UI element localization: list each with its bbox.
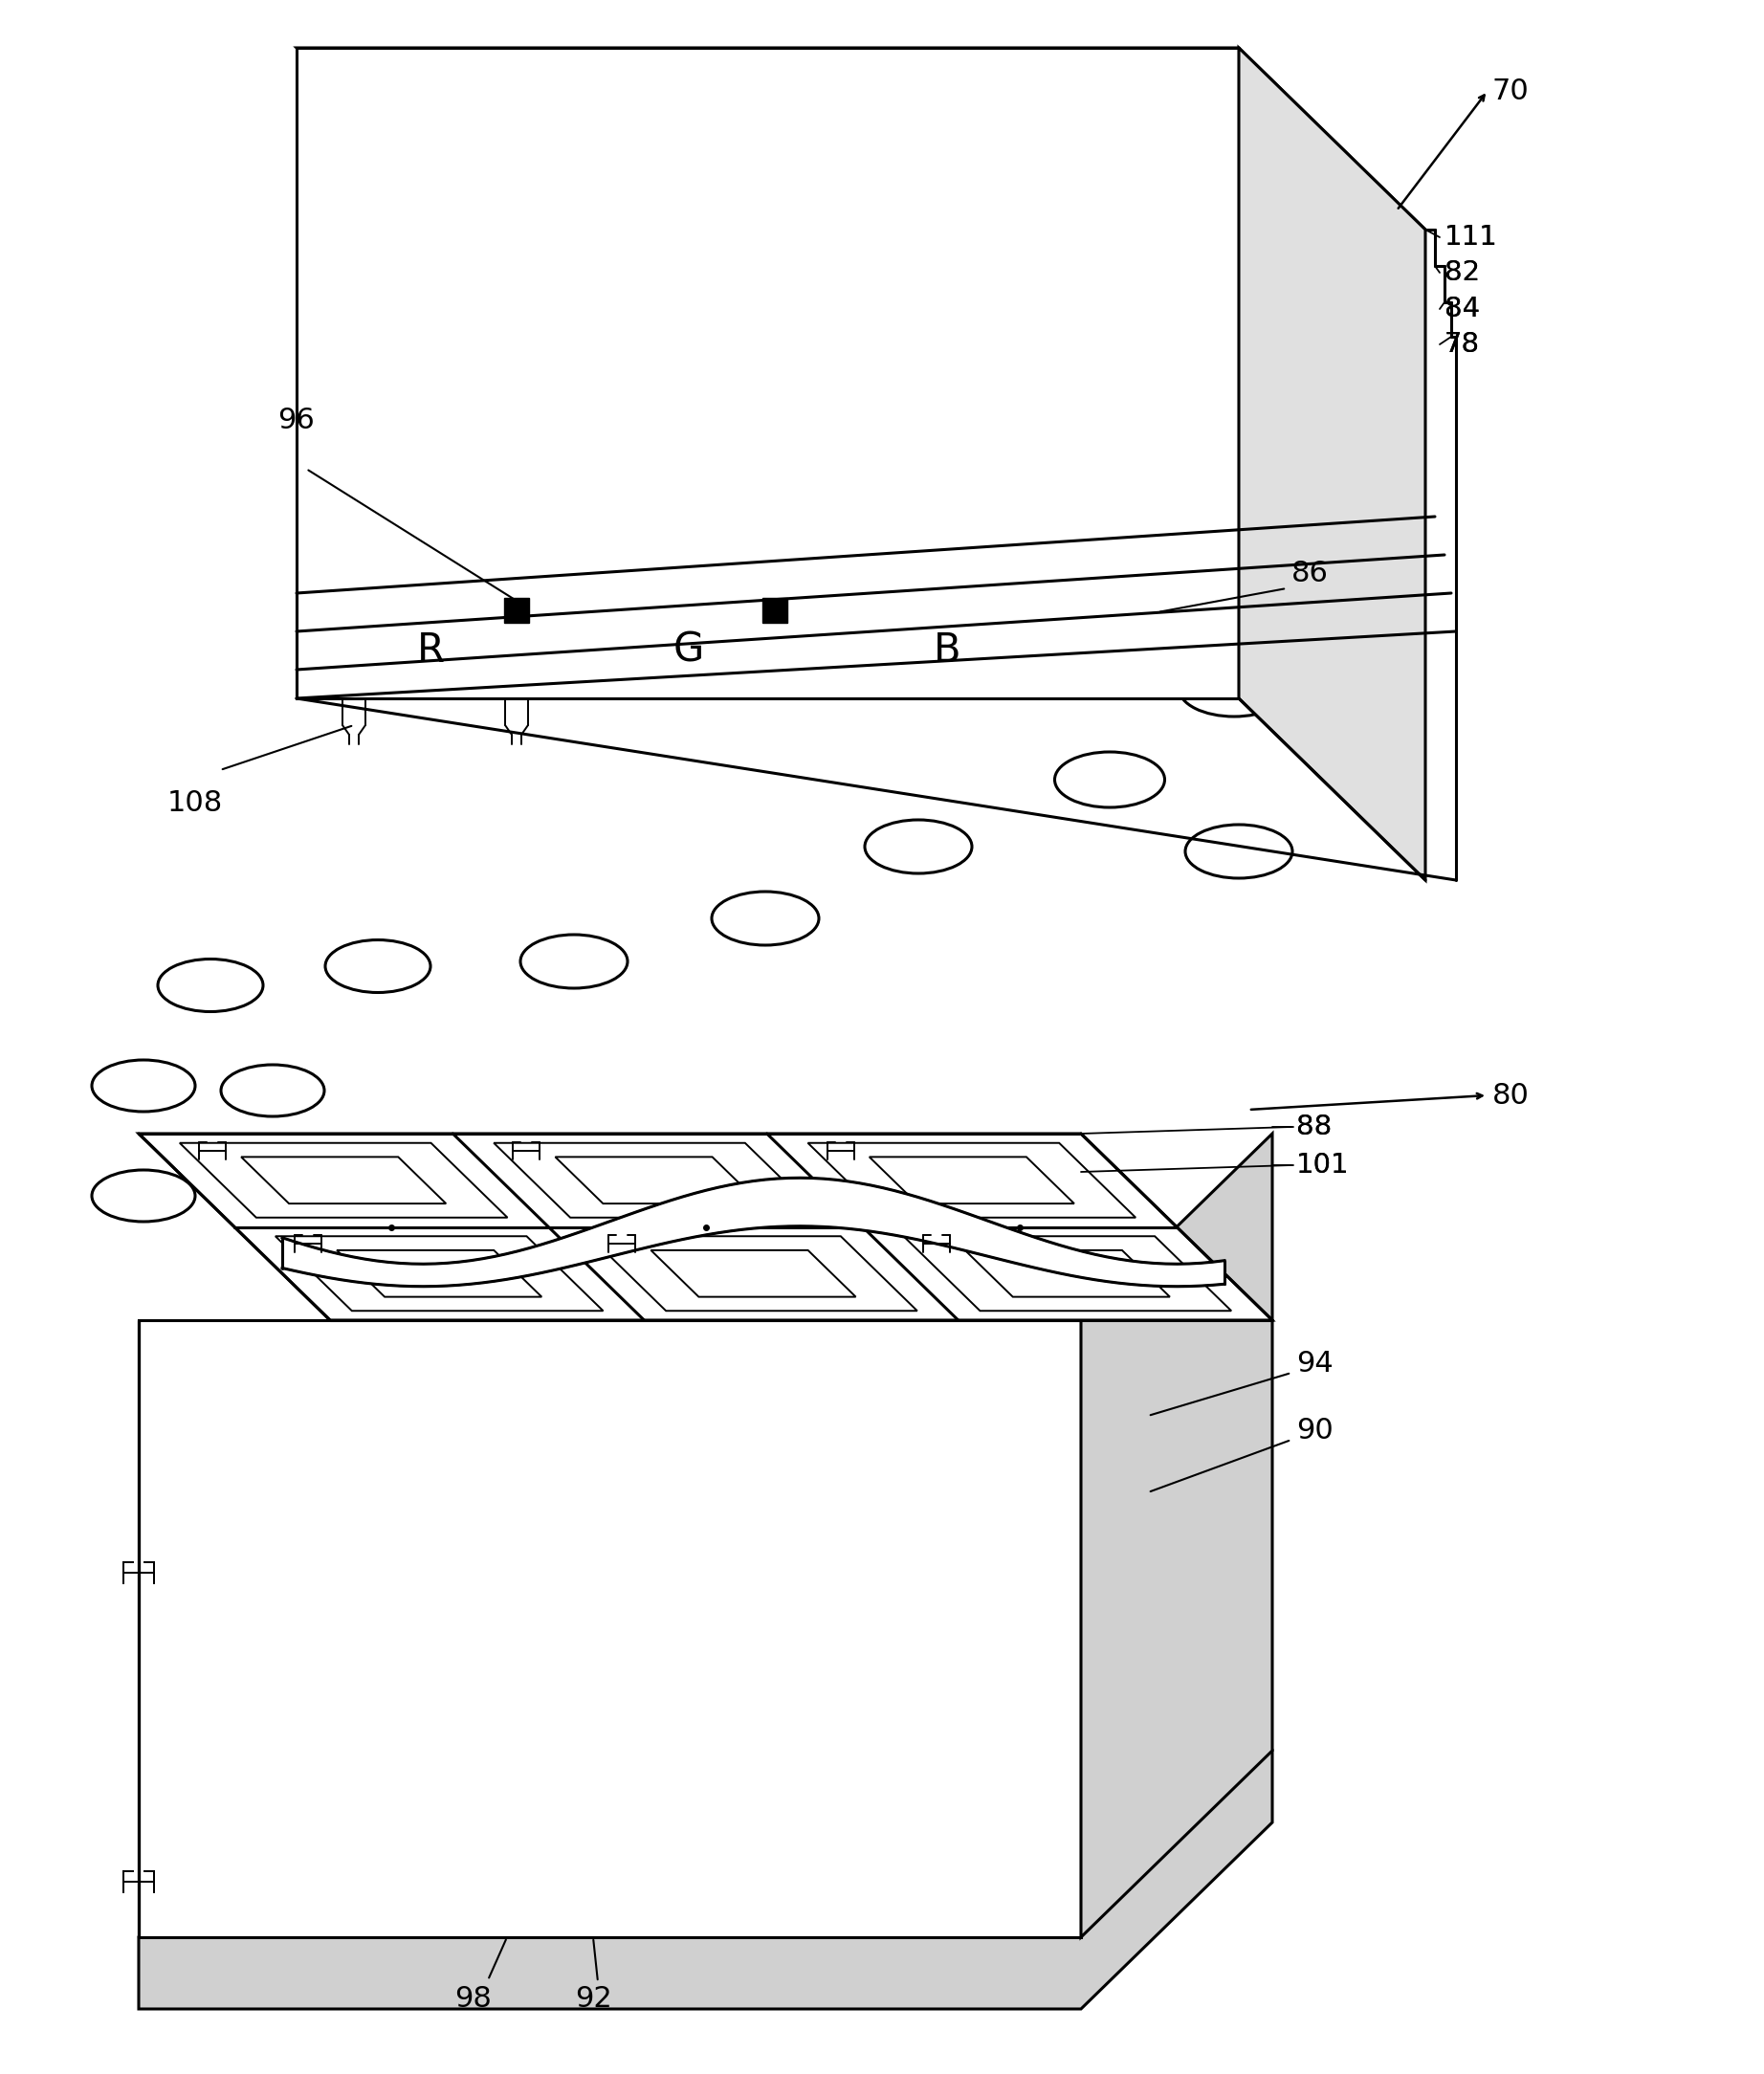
Polygon shape — [242, 1157, 446, 1203]
Polygon shape — [282, 1178, 1224, 1286]
Polygon shape — [965, 1251, 1170, 1296]
Text: 111: 111 — [1445, 224, 1498, 251]
Polygon shape — [296, 48, 1425, 230]
Ellipse shape — [325, 940, 430, 993]
Ellipse shape — [711, 892, 818, 946]
Text: 84: 84 — [1445, 297, 1480, 321]
Polygon shape — [556, 1157, 760, 1203]
Ellipse shape — [1178, 662, 1289, 716]
Text: 94: 94 — [1297, 1350, 1334, 1377]
Text: 70: 70 — [1492, 77, 1529, 106]
Text: 101: 101 — [1297, 1151, 1349, 1178]
Polygon shape — [139, 1321, 1081, 1937]
Ellipse shape — [92, 1060, 196, 1112]
Text: 80: 80 — [1492, 1081, 1529, 1110]
Ellipse shape — [864, 819, 972, 873]
Text: 78: 78 — [1445, 332, 1480, 359]
Polygon shape — [275, 1236, 603, 1311]
Text: 92: 92 — [575, 1985, 612, 2014]
Polygon shape — [870, 1157, 1074, 1203]
Polygon shape — [494, 1143, 822, 1217]
Polygon shape — [296, 48, 1238, 699]
Polygon shape — [651, 1251, 856, 1296]
Text: 82: 82 — [1445, 259, 1480, 286]
Ellipse shape — [1050, 593, 1161, 649]
Polygon shape — [808, 1143, 1136, 1217]
Text: 108: 108 — [168, 790, 222, 817]
Text: 88: 88 — [1297, 1114, 1332, 1141]
Text: R: R — [416, 630, 445, 670]
Polygon shape — [180, 1143, 508, 1217]
Ellipse shape — [220, 1180, 325, 1232]
Text: 98: 98 — [455, 1985, 492, 2014]
Text: 84: 84 — [1445, 297, 1480, 321]
Text: 101: 101 — [1297, 1151, 1349, 1178]
Ellipse shape — [520, 935, 628, 987]
Polygon shape — [139, 1750, 1272, 2010]
Text: G: G — [674, 630, 704, 670]
Ellipse shape — [1185, 825, 1293, 877]
Text: 90: 90 — [1297, 1417, 1334, 1444]
Text: B: B — [933, 630, 961, 670]
Ellipse shape — [1055, 753, 1164, 807]
Text: 78: 78 — [1445, 332, 1480, 359]
Text: 88: 88 — [1297, 1114, 1332, 1141]
Text: 82: 82 — [1445, 259, 1480, 286]
Polygon shape — [1238, 48, 1425, 879]
Ellipse shape — [92, 1170, 196, 1222]
Ellipse shape — [220, 1064, 325, 1116]
Polygon shape — [1081, 1134, 1272, 1937]
Polygon shape — [337, 1251, 542, 1296]
Polygon shape — [589, 1236, 917, 1311]
Polygon shape — [903, 1236, 1231, 1311]
Polygon shape — [762, 597, 787, 622]
Text: 111: 111 — [1445, 224, 1498, 251]
Ellipse shape — [157, 958, 263, 1012]
Text: 96: 96 — [277, 407, 314, 436]
Text: 86: 86 — [1291, 560, 1328, 587]
Polygon shape — [505, 597, 529, 622]
Polygon shape — [139, 1134, 1272, 1321]
